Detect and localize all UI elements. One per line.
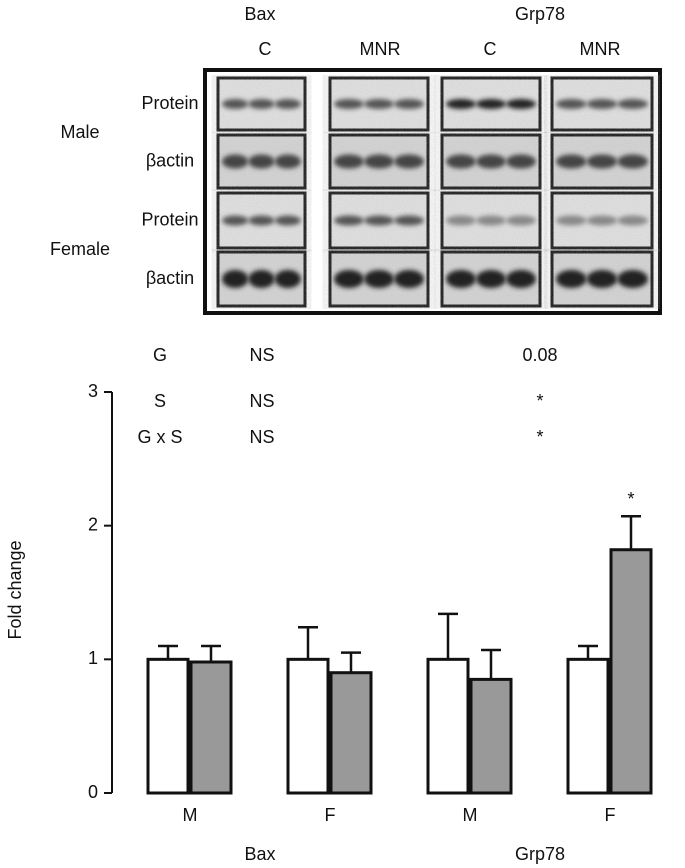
- blot-band: [586, 154, 618, 169]
- lane-label: C: [484, 39, 497, 59]
- blot-band: [274, 270, 302, 288]
- group-label: Grp78: [515, 844, 565, 864]
- blot-band: [476, 99, 506, 109]
- lane-label: MNR: [580, 39, 621, 59]
- blot-band: [222, 215, 249, 226]
- stat-label: G x S: [137, 427, 182, 447]
- y-tick-label: 0: [88, 782, 98, 802]
- blot-band: [446, 215, 476, 226]
- sex-label: Female: [50, 239, 110, 259]
- y-tick-label: 1: [88, 648, 98, 668]
- blot-band: [617, 215, 649, 226]
- blot-band: [617, 154, 649, 169]
- blot-band: [617, 270, 649, 288]
- blot-band: [334, 99, 364, 109]
- x-tick-label: F: [605, 805, 616, 825]
- stat-label: S: [154, 391, 166, 411]
- gene-label: Grp78: [515, 4, 565, 24]
- blot-band: [364, 215, 394, 226]
- stat-label: G: [153, 345, 167, 365]
- blot-band: [476, 215, 506, 226]
- stat-value: NS: [249, 427, 274, 447]
- blot-band: [506, 99, 536, 109]
- blot-band: [506, 270, 536, 288]
- blot-band: [248, 215, 275, 226]
- x-tick-label: M: [463, 805, 478, 825]
- bar: [146, 657, 190, 795]
- blot-band: [446, 270, 476, 288]
- blot-band: [394, 99, 424, 109]
- blot-band: [248, 99, 275, 109]
- blot-band: [248, 154, 275, 169]
- blot-band: [334, 270, 364, 288]
- row-label: Protein: [141, 209, 198, 229]
- blot-band: [556, 215, 587, 226]
- blot-band: [364, 270, 394, 288]
- gene-label: Bax: [244, 4, 275, 24]
- stat-value: *: [536, 427, 543, 447]
- blot-band: [394, 215, 424, 226]
- blot-band: [394, 270, 424, 288]
- stat-value: NS: [249, 391, 274, 411]
- bar: [426, 657, 470, 795]
- y-tick-label: 3: [88, 381, 98, 401]
- blot-band: [222, 99, 249, 109]
- blot-band: [364, 154, 394, 169]
- stat-value: 0.08: [522, 345, 557, 365]
- blot-band: [506, 215, 536, 226]
- bar: [189, 660, 233, 795]
- bar: [609, 548, 653, 795]
- blot-band: [274, 99, 302, 109]
- blot-band: [446, 99, 476, 109]
- blot-band: [617, 99, 649, 109]
- blot-band: [476, 270, 506, 288]
- lane-label: MNR: [360, 39, 401, 59]
- bar: [469, 677, 513, 795]
- group-label: Bax: [244, 844, 275, 864]
- bar: [286, 657, 330, 795]
- lane-label: C: [259, 39, 272, 59]
- blot-band: [274, 215, 302, 226]
- stat-value: NS: [249, 345, 274, 365]
- row-label: βactin: [146, 268, 194, 288]
- bar: [566, 657, 610, 795]
- y-axis-label: Fold change: [5, 540, 25, 639]
- blot-band: [274, 154, 302, 169]
- blot-band: [586, 99, 618, 109]
- y-tick-label: 2: [88, 514, 98, 534]
- blot-band: [476, 154, 506, 169]
- sex-label: Male: [60, 122, 99, 142]
- blot-band: [222, 270, 249, 288]
- blot-band: [556, 270, 587, 288]
- x-tick-label: F: [325, 805, 336, 825]
- blot-band: [506, 154, 536, 169]
- blot-band: [556, 154, 587, 169]
- blot-band: [248, 270, 275, 288]
- blot-band: [334, 215, 364, 226]
- blot-band: [586, 215, 618, 226]
- stat-value: *: [536, 391, 543, 411]
- blot-band: [334, 154, 364, 169]
- significance-star: *: [627, 489, 634, 509]
- blot-band: [446, 154, 476, 169]
- blot-band: [586, 270, 618, 288]
- row-label: βactin: [146, 150, 194, 170]
- blot-band: [222, 154, 249, 169]
- x-tick-label: M: [183, 805, 198, 825]
- bar: [329, 671, 373, 795]
- blot-band: [556, 99, 587, 109]
- blot-band: [364, 99, 394, 109]
- blot-band: [394, 154, 424, 169]
- row-label: Protein: [141, 93, 198, 113]
